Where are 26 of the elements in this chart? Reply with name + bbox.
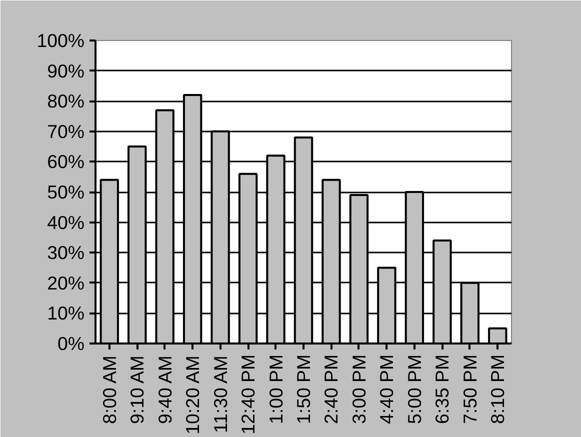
y-tick-label: 60% (47, 151, 85, 172)
y-tick-label: 0% (58, 333, 85, 354)
x-tick-label: 9:40 AM (154, 356, 176, 424)
x-tick-label: 10:20 AM (182, 356, 204, 434)
x-tick-label: 1:50 PM (293, 354, 314, 424)
x-tick-label: 2:40 PM (320, 354, 342, 424)
x-tick-label: 3:00 PM (348, 354, 370, 424)
x-tick-label: 7:50 PM (459, 354, 480, 424)
y-tick-label: 100% (36, 30, 85, 51)
y-tick-label: 30% (47, 242, 85, 264)
x-tick-label: 8:00 AM (98, 356, 120, 424)
y-tick-label: 90% (47, 60, 85, 82)
y-tick-label: 40% (47, 212, 85, 233)
x-tick-label: 8:10 PM (487, 354, 508, 424)
y-tick-label: 80% (47, 90, 85, 112)
x-tick-label: 11:30 AM (210, 356, 231, 433)
y-tick-label: 20% (47, 272, 85, 294)
x-tick-label: 4:40 PM (376, 354, 398, 424)
x-tick-label: 12:40 PM (238, 354, 259, 434)
x-tick-label: 6:35 PM (432, 354, 453, 424)
x-tick-label: 5:00 PM (404, 354, 425, 424)
x-tick-label: 9:10 AM (126, 356, 148, 424)
y-tick-label: 70% (47, 120, 85, 142)
y-tick-label: 10% (47, 302, 85, 324)
x-tick-label: 1:00 PM (265, 354, 286, 424)
y-tick-label: 50% (47, 182, 85, 202)
